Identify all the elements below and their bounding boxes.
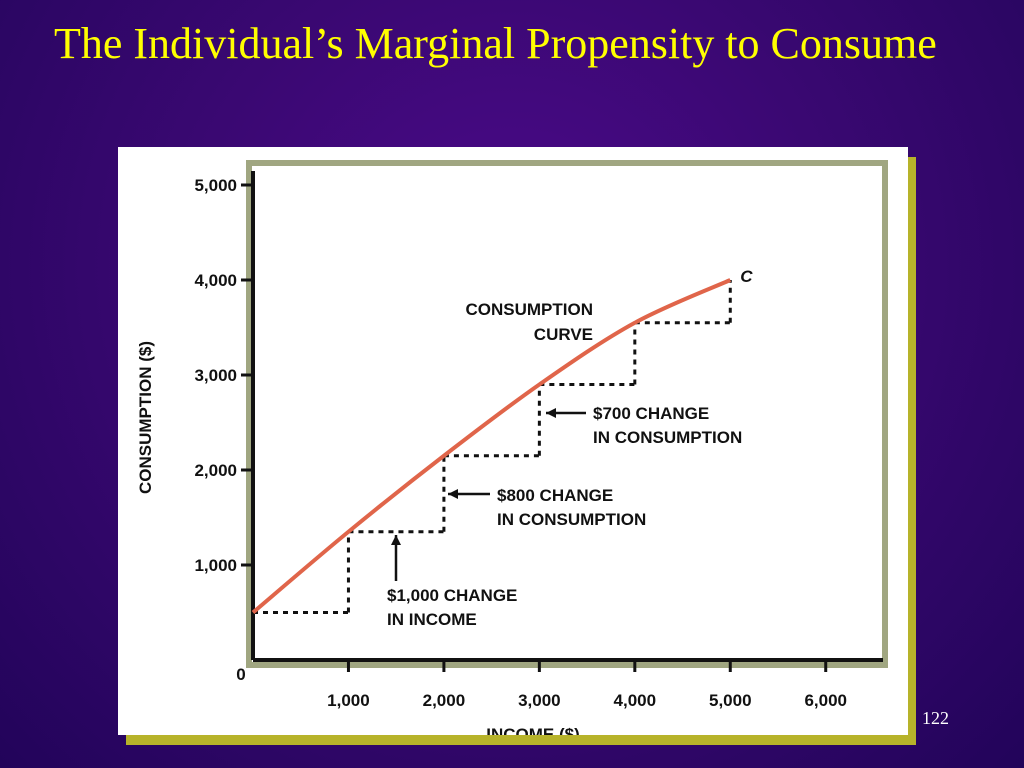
x-tick-label: 1,000 (327, 691, 370, 710)
y-tick-label: 5,000 (194, 176, 237, 195)
x-tick-label: 3,000 (518, 691, 561, 710)
income-arrow-head (391, 535, 401, 545)
x-tick-label: 4,000 (614, 691, 657, 710)
plot-frame (246, 160, 888, 668)
origin-label: 0 (236, 665, 245, 684)
slide-title: The Individual’s Marginal Propensity to … (54, 19, 937, 68)
curve-label: C (740, 267, 753, 286)
y-tick-label: 3,000 (194, 366, 237, 385)
annotation-curve-line: CONSUMPTION (466, 300, 594, 319)
y-tick-label: 2,000 (194, 461, 237, 480)
consumption-curve (251, 278, 732, 615)
consumption-chart: 1,000 2,000 3,000 4,000 5,000 1,000 2,000 3,000… (136, 171, 883, 735)
x-tick-label: 2,000 (423, 691, 466, 710)
x-axis-title: INCOME ($) (486, 725, 580, 735)
page-number: 122 (922, 708, 949, 728)
x-tick-label: 6,000 (804, 691, 847, 710)
annotation-income-line: IN INCOME (387, 610, 477, 629)
annotation-income-line: $1,000 CHANGE (387, 586, 517, 605)
annotation-change800-line: $800 CHANGE (497, 486, 613, 505)
annotation-change800-line: IN CONSUMPTION (497, 510, 646, 529)
annotation-change700-line: IN CONSUMPTION (593, 428, 742, 447)
change700-arrow-head (546, 408, 556, 418)
y-tick-label: 4,000 (194, 271, 237, 290)
annotation-change700-line: $700 CHANGE (593, 404, 709, 423)
x-tick-label: 5,000 (709, 691, 752, 710)
y-axis-title: CONSUMPTION ($) (136, 341, 155, 494)
change800-arrow-head (448, 489, 458, 499)
y-tick-label: 1,000 (194, 556, 237, 575)
annotation-curve-line: CURVE (534, 325, 593, 344)
